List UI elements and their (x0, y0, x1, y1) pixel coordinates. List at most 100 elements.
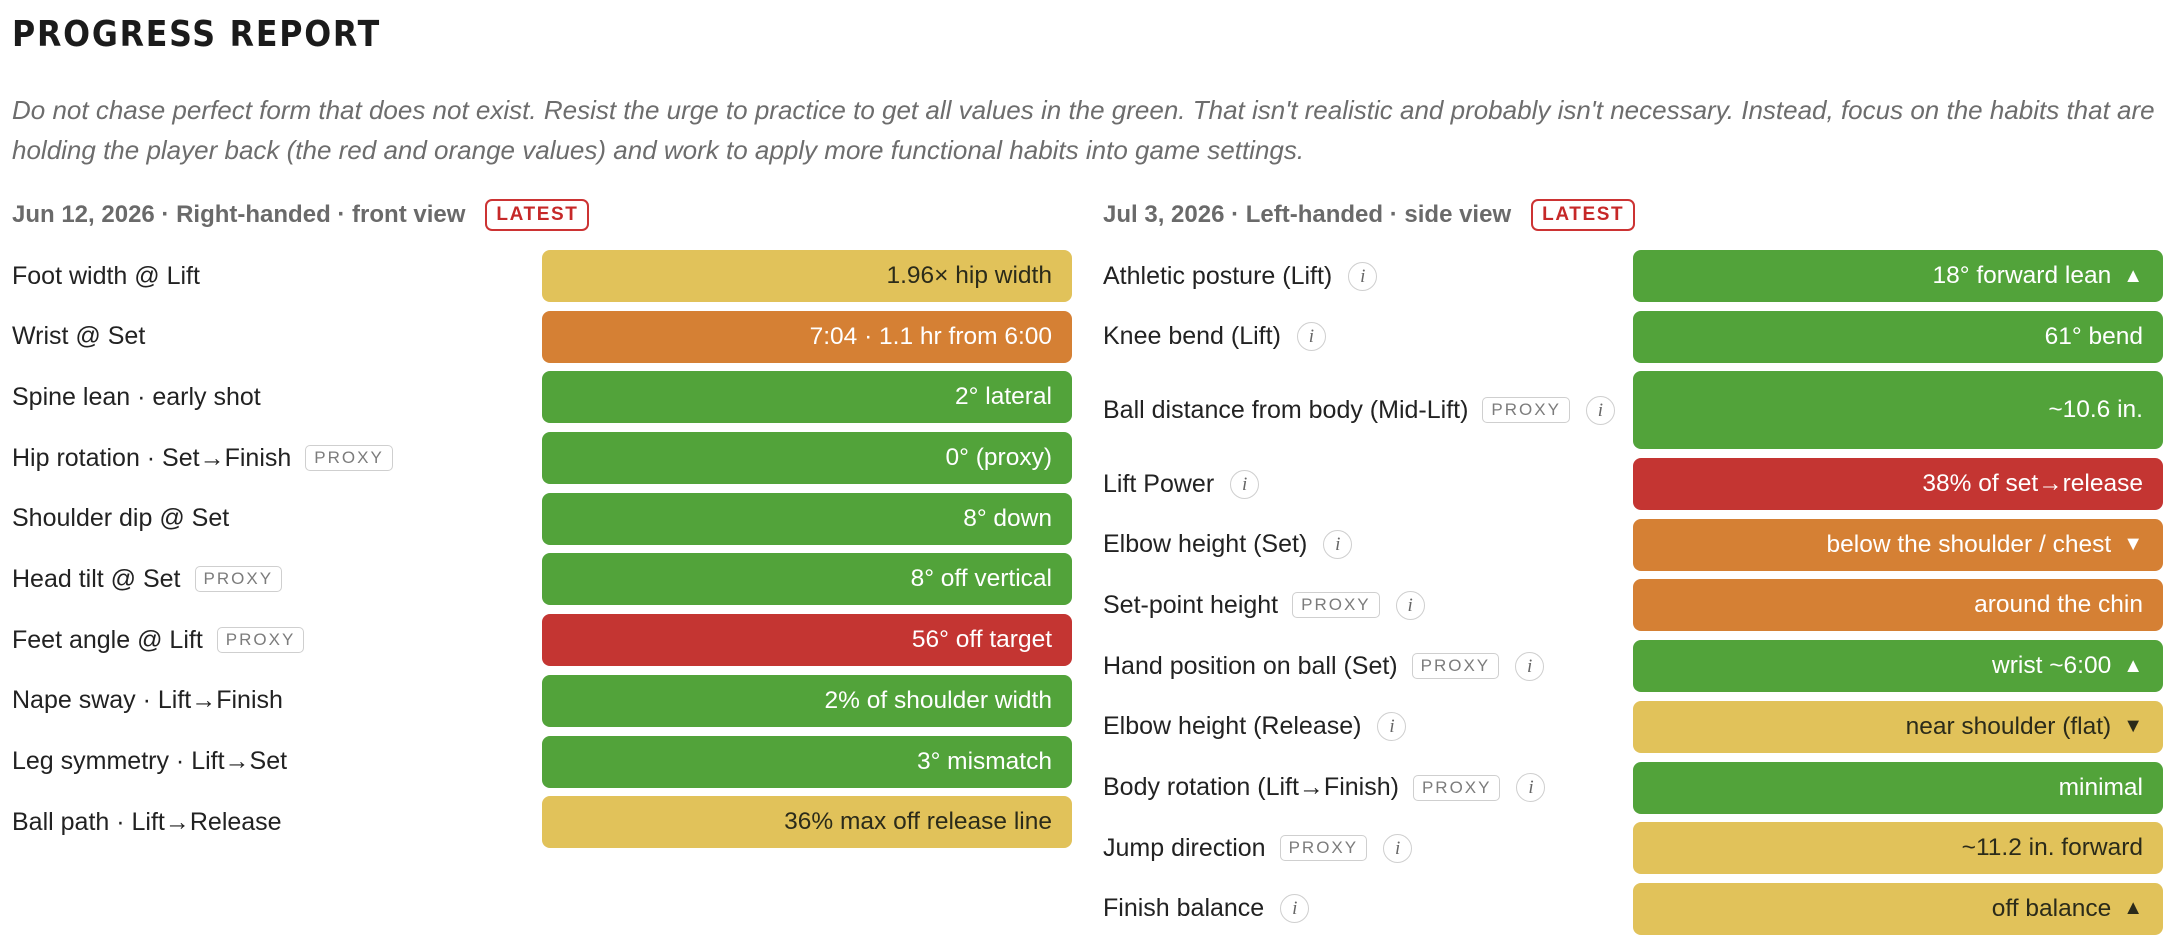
triangle-up-icon: ▲ (2123, 264, 2143, 287)
metric-label-group: Leg symmetry · Lift→Set (12, 747, 542, 776)
info-icon[interactable]: i (1348, 261, 1378, 291)
metric-row: Elbow height (Release) i near shoulder (fl… (1103, 700, 2163, 753)
info-icon[interactable]: i (1515, 651, 1545, 681)
metric-label-group: Elbow height (Release) i (1103, 712, 1633, 742)
metric-label-group: Set-point height PROXY i (1103, 590, 1633, 620)
metric-label-group: Lift Power i (1103, 469, 1633, 499)
metric-value: 36% max off release line (784, 808, 1052, 836)
report-date-label: Jul 3, 2026 · Left-handed · side view (1103, 201, 1512, 228)
metric-label-group: Knee bend (Lift) i (1103, 322, 1633, 352)
metric-row: Leg symmetry · Lift→Set 3° mismatch (12, 735, 1072, 788)
metric-label: Hand position on ball (Set) (1103, 651, 1398, 680)
metric-value-bar: 18° forward lean ▲ (1633, 250, 2163, 302)
metric-value: 0° (proxy) (945, 444, 1052, 472)
proxy-tag: PROXY (194, 566, 283, 593)
metric-label-group: Wrist @ Set (12, 322, 542, 351)
proxy-tag: PROXY (305, 445, 393, 472)
metric-value: 7:04 · 1.1 hr from 6:00 (809, 322, 1052, 350)
page-title: PROGRESS REPORT (12, 14, 381, 55)
metric-row: Athletic posture (Lift) i 18° forward lean… (1103, 250, 2163, 302)
metric-value-bar: 2% of shoulder width (542, 674, 1072, 727)
metric-value-bar: 2° lateral (542, 371, 1072, 424)
report-header: Jun 12, 2026 · Right-handed · front view… (12, 194, 1072, 236)
info-icon[interactable]: i (1280, 894, 1310, 924)
proxy-tag: PROXY (1292, 592, 1380, 619)
metric-label: Lift Power (1103, 469, 1215, 498)
metric-value: 38% of set→release (1922, 470, 2143, 498)
triangle-up-icon: ▲ (2123, 654, 2143, 677)
metric-value-bar: wrist ~6:00 ▲ (1633, 640, 2163, 693)
metric-list: Athletic posture (Lift) i 18° forward lean… (1103, 250, 2163, 935)
metric-label-group: Ball path · Lift→Release (12, 808, 542, 837)
proxy-tag: PROXY (1279, 835, 1368, 862)
metric-value: around the chin (1974, 591, 2143, 619)
metric-label: Spine lean · early shot (12, 382, 261, 411)
metric-row: Hand position on ball (Set) PROXY i wrist ~… (1103, 640, 2163, 693)
metric-label-group: Jump direction PROXY i (1103, 833, 1633, 863)
metric-label: Hip rotation · Set→Finish (12, 443, 292, 472)
metric-label: Knee bend (Lift) (1103, 322, 1281, 351)
info-icon[interactable]: i (1585, 395, 1615, 425)
metric-label-group: Nape sway · Lift→Finish (12, 686, 542, 715)
metric-value: 8° off vertical (910, 565, 1052, 593)
metric-label-group: Foot width @ Lift (12, 262, 542, 291)
metric-row: Body rotation (Lift→Finish) PROXY i minimal (1103, 761, 2163, 814)
metric-label-group: Feet angle @ Lift PROXY (12, 626, 542, 655)
metric-label: Body rotation (Lift→Finish) (1103, 773, 1399, 801)
metric-label: Elbow height (Set) (1103, 530, 1308, 559)
metric-label: Wrist @ Set (12, 322, 146, 351)
metric-value: below the shoulder / chest (1826, 530, 2112, 558)
metric-value: 3° mismatch (916, 747, 1052, 775)
metric-row: Lift Power i 38% of set→release (1103, 458, 2163, 511)
latest-badge: LATEST (485, 199, 590, 231)
metric-label-group: Shoulder dip @ Set (12, 504, 542, 533)
metric-value: off balance (1991, 894, 2112, 922)
metric-value-bar: 56° off target (542, 614, 1072, 667)
metric-value: 2% of shoulder width (824, 686, 1052, 714)
info-icon[interactable]: i (1296, 322, 1326, 352)
metric-value: minimal (2058, 773, 2143, 801)
info-icon[interactable]: i (1516, 773, 1546, 802)
triangle-down-icon: ▼ (2123, 715, 2143, 738)
metric-value: 56° off target (911, 626, 1052, 654)
metric-row: Set-point height PROXY i around the chin (1103, 579, 2163, 632)
metric-value-bar: near shoulder (flat) ▼ (1633, 700, 2163, 753)
metric-row: Feet angle @ Lift PROXY 56° off target (12, 614, 1072, 667)
metric-label: Ball distance from body (Mid-Lift) (1103, 395, 1469, 424)
metric-label: Elbow height (Release) (1103, 712, 1362, 741)
report-column-side: Jul 3, 2026 · Left-handed · side view LA… (1103, 194, 2163, 940)
metric-label: Set-point height (1103, 590, 1279, 619)
metric-value-bar: 36% max off release line (542, 796, 1072, 849)
metric-label: Foot width @ Lift (12, 261, 200, 290)
metric-value-bar: below the shoulder / chest ▼ (1633, 518, 2163, 571)
metric-label: Jump direction (1103, 833, 1266, 862)
info-icon[interactable]: i (1323, 530, 1353, 560)
info-icon[interactable]: i (1383, 833, 1413, 863)
info-icon[interactable]: i (1377, 712, 1407, 742)
metric-label: Athletic posture (Lift) (1103, 261, 1333, 290)
metric-value-bar: 3° mismatch (542, 735, 1072, 788)
metric-value-bar: ~10.6 in. (1633, 371, 2163, 450)
metric-value-bar: off balance ▲ (1633, 882, 2163, 935)
proxy-tag: PROXY (1412, 774, 1501, 801)
proxy-tag: PROXY (216, 627, 305, 654)
metric-label-group: Elbow height (Set) i (1103, 530, 1633, 560)
metric-row: Wrist @ Set 7:04 · 1.1 hr from 6:00 (12, 310, 1072, 363)
metric-value: 61° bend (2044, 322, 2143, 350)
info-icon[interactable]: i (1230, 469, 1260, 499)
metric-value-bar: ~11.2 in. forward (1633, 822, 2163, 875)
metric-label-group: Ball distance from body (Mid-Lift) PROXY i (1103, 395, 1633, 425)
info-icon[interactable]: i (1395, 590, 1425, 620)
metric-value: ~11.2 in. forward (1961, 834, 2143, 862)
metric-value-bar: around the chin (1633, 579, 2163, 632)
metric-value: wrist ~6:00 (1992, 652, 2112, 680)
metric-value-bar: 61° bend (1633, 310, 2163, 363)
metric-value-bar: minimal (1633, 761, 2163, 814)
metric-value-bar: 8° off vertical (542, 553, 1072, 606)
metric-row: Elbow height (Set) i below the shoulder / … (1103, 518, 2163, 571)
metric-label: Feet angle @ Lift (12, 625, 203, 654)
triangle-down-icon: ▼ (2123, 533, 2143, 556)
metric-row: Ball path · Lift→Release 36% max off rele… (12, 796, 1072, 849)
metric-row: Head tilt @ Set PROXY 8° off vertical (12, 553, 1072, 606)
metric-row: Jump direction PROXY i ~11.2 in. forward (1103, 822, 2163, 875)
